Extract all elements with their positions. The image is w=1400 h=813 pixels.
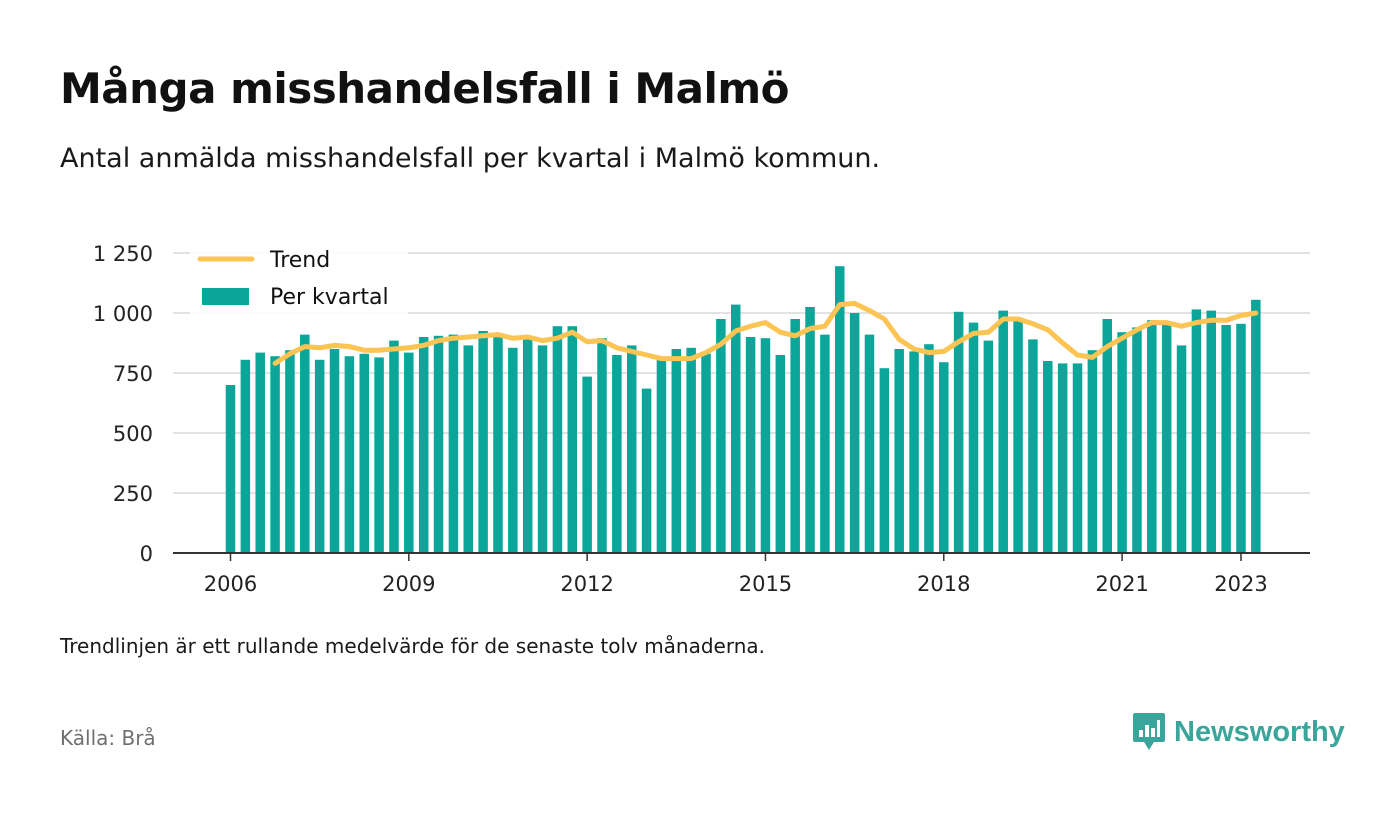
trend-series xyxy=(272,300,1259,366)
bar xyxy=(641,388,652,553)
bar xyxy=(597,338,607,553)
bar xyxy=(359,353,369,553)
bar xyxy=(716,319,726,553)
bar xyxy=(1072,363,1083,553)
bar xyxy=(998,310,1008,553)
bar xyxy=(820,334,830,553)
bar xyxy=(404,352,414,553)
y-tick-label: 1 000 xyxy=(93,302,153,326)
bar xyxy=(344,356,355,553)
bar xyxy=(300,334,310,553)
bar xyxy=(493,335,503,553)
bar xyxy=(1206,310,1217,553)
bar xyxy=(314,359,325,553)
bar xyxy=(225,385,236,553)
bar xyxy=(1028,339,1038,553)
bar-series xyxy=(225,266,1261,553)
bar xyxy=(864,334,875,553)
chart-bubble-icon xyxy=(1133,713,1165,750)
source-label: Källa: Brå xyxy=(60,726,156,750)
bar xyxy=(329,349,340,553)
bar xyxy=(924,344,934,553)
bar xyxy=(983,340,994,553)
bar xyxy=(552,326,563,553)
bar xyxy=(939,362,949,553)
bar xyxy=(1043,361,1053,553)
axes: 0 250 500 750 1 000 1 250 2006 2009 2012 2015 2018… xyxy=(93,242,1310,596)
bar xyxy=(701,353,711,553)
bar xyxy=(953,311,964,553)
trend-note: Trendlinjen är ett rullande medelvärde f… xyxy=(60,634,766,658)
x-tick-label: 2015 xyxy=(739,572,792,596)
x-tick-label: 2009 xyxy=(382,572,435,596)
bar xyxy=(1013,317,1023,553)
bar xyxy=(478,331,488,553)
bar xyxy=(894,349,904,553)
bar xyxy=(448,334,459,553)
bar xyxy=(522,337,533,553)
legend-bar-label: Per kvartal xyxy=(270,285,389,310)
chart-subtitle: Antal anmälda misshandelsfall per kvarta… xyxy=(60,143,881,174)
bar xyxy=(879,368,890,553)
bar xyxy=(1176,345,1187,553)
bar xyxy=(1147,320,1157,553)
bar xyxy=(1117,332,1127,553)
x-tick-label: 2018 xyxy=(917,572,970,596)
bar xyxy=(567,326,578,553)
brand-logo: Newsworthy xyxy=(1132,712,1345,752)
bar xyxy=(1221,325,1231,553)
bar xyxy=(790,319,800,553)
bar xyxy=(537,345,548,553)
bar xyxy=(612,355,622,553)
bar xyxy=(433,335,444,553)
bar xyxy=(849,313,860,553)
bar xyxy=(805,307,815,553)
legend-trend-label: Trend xyxy=(269,248,330,273)
bar xyxy=(686,347,696,553)
y-tick-label: 0 xyxy=(140,542,153,566)
y-tick-label: 750 xyxy=(113,362,153,386)
bar xyxy=(671,349,682,553)
bar xyxy=(760,338,771,553)
bar xyxy=(389,340,399,553)
chart-title: Många misshandelsfall i Malmö xyxy=(60,64,790,113)
y-tick-label: 250 xyxy=(113,482,153,506)
bar xyxy=(1236,323,1246,553)
bar xyxy=(1102,319,1112,553)
bar xyxy=(730,304,741,553)
bar xyxy=(508,347,518,553)
bar xyxy=(1251,299,1261,553)
bar xyxy=(1057,363,1068,553)
bar xyxy=(745,337,756,553)
bar xyxy=(463,345,474,553)
bar xyxy=(909,351,919,553)
bar xyxy=(255,352,265,553)
bar xyxy=(1161,323,1172,553)
bar xyxy=(835,266,845,553)
x-tick-label: 2021 xyxy=(1095,572,1148,596)
bar xyxy=(582,376,592,553)
bar xyxy=(656,358,667,553)
brand-name: Newsworthy xyxy=(1174,715,1345,748)
bar xyxy=(240,359,251,553)
bar xyxy=(968,322,979,553)
bar xyxy=(374,357,384,553)
y-tick-label: 1 250 xyxy=(93,242,153,266)
legend: Trend Per kvartal xyxy=(190,238,408,316)
bar xyxy=(626,345,637,553)
bar xyxy=(285,350,295,553)
bar xyxy=(1132,327,1142,553)
bar xyxy=(1087,350,1098,553)
bar xyxy=(1191,309,1202,553)
trend-line xyxy=(272,300,1259,366)
y-tick-label: 500 xyxy=(113,422,153,446)
bar xyxy=(418,337,429,553)
x-tick-label: 2006 xyxy=(204,572,257,596)
x-tick-label: 2023 xyxy=(1214,572,1267,596)
bar xyxy=(775,355,786,553)
x-tick-label: 2012 xyxy=(560,572,613,596)
legend-bar-swatch xyxy=(202,288,249,305)
bar xyxy=(270,356,280,553)
